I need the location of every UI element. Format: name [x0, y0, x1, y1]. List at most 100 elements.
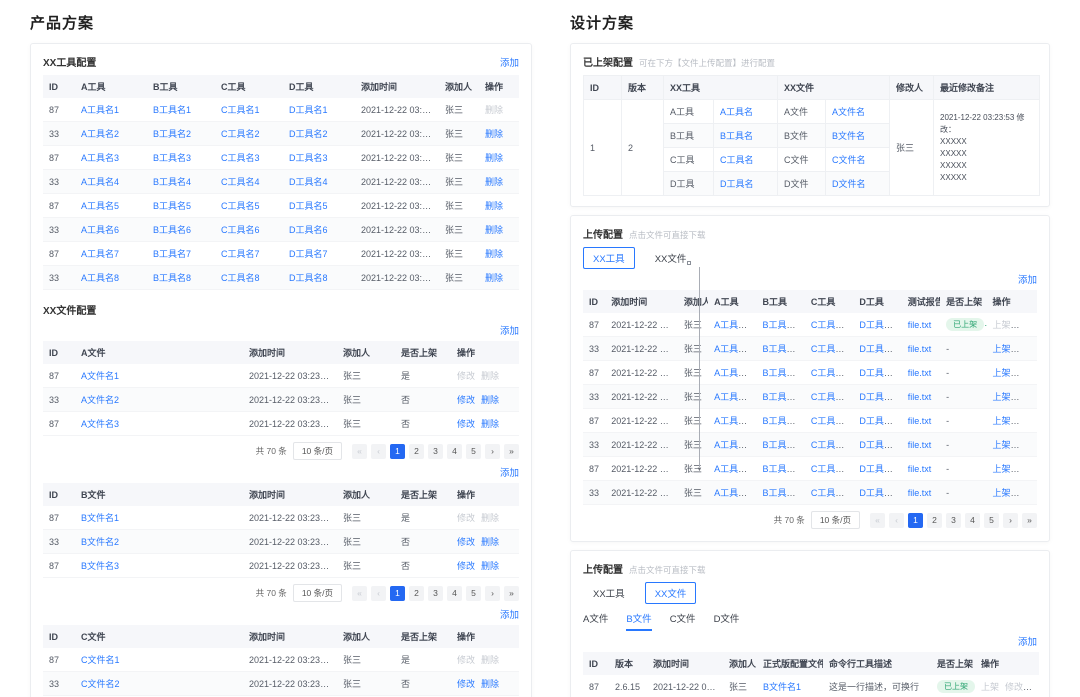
- pagination-last-button[interactable]: »: [1022, 512, 1037, 528]
- tool-name-link[interactable]: B工具名7: [762, 464, 801, 475]
- pagination-next-button[interactable]: ›: [485, 585, 500, 601]
- modify-link[interactable]: 修改: [457, 395, 476, 405]
- delete-link[interactable]: 删除: [481, 537, 500, 547]
- tool-name-link[interactable]: D工具名1: [859, 320, 898, 331]
- tool-name-link[interactable]: D工具名8: [289, 273, 328, 283]
- pagination-prev-button[interactable]: ‹: [889, 512, 904, 528]
- tool-name-link[interactable]: A工具名2: [81, 129, 120, 139]
- tool-name-link[interactable]: A工具名3: [81, 153, 120, 163]
- tool-name-link[interactable]: B工具名5: [153, 201, 192, 211]
- tool-name-link[interactable]: C工具名7: [810, 464, 850, 475]
- delete-link[interactable]: 删除: [481, 679, 500, 689]
- file-name-link[interactable]: C文件名2: [81, 679, 120, 689]
- file-name-link[interactable]: A文件名3: [81, 419, 120, 429]
- pagination-page-button[interactable]: 5: [466, 443, 481, 459]
- tool-name-link[interactable]: D工具名6: [859, 440, 898, 451]
- tool-name-link[interactable]: D工具名7: [289, 249, 328, 259]
- file-name-link[interactable]: B文件名2: [81, 537, 120, 547]
- delete-link[interactable]: 删除: [481, 419, 500, 429]
- tool-name-link[interactable]: A工具名6: [81, 225, 120, 235]
- tool-name-link[interactable]: C工具名1: [810, 320, 850, 331]
- tool-name-link[interactable]: A工具名7: [714, 464, 753, 475]
- tool-name-link[interactable]: C工具名2: [810, 344, 850, 355]
- tool-name-link[interactable]: A工具名8: [714, 488, 753, 499]
- upload-tools-add-link[interactable]: 添加: [1017, 275, 1037, 286]
- report-file-link[interactable]: file.txt: [907, 319, 932, 330]
- list-link[interactable]: 上架: [992, 488, 1011, 499]
- tool-name-link[interactable]: A工具名5: [714, 416, 753, 427]
- tool-name-link[interactable]: B工具名3: [153, 153, 192, 163]
- tab-xx-tools[interactable]: XX工具: [583, 247, 635, 269]
- tab-xx-tools-2[interactable]: XX工具: [593, 589, 625, 601]
- modify-link[interactable]: 修改: [457, 561, 476, 571]
- page-size-select[interactable]: 10 条/页: [292, 584, 342, 602]
- pagination-page-button[interactable]: 4: [447, 443, 462, 459]
- report-file-link[interactable]: file.txt: [907, 391, 932, 402]
- tool-name-link[interactable]: C工具名6: [221, 225, 260, 235]
- tool-name-link[interactable]: D工具名3: [289, 153, 328, 163]
- tool-name-link[interactable]: D工具名5: [289, 201, 328, 211]
- tool-name-link[interactable]: A工具名2: [714, 344, 753, 355]
- tool-name-link[interactable]: A工具名5: [81, 201, 120, 211]
- report-file-link[interactable]: file.txt: [907, 343, 932, 354]
- pagination-page-button[interactable]: 1: [908, 512, 923, 528]
- delete-link[interactable]: 删除: [485, 273, 504, 283]
- config-file-link[interactable]: B文件名1: [763, 682, 802, 693]
- tool-name-link[interactable]: A工具名6: [714, 440, 753, 451]
- modify-link[interactable]: 修改: [457, 419, 476, 429]
- delete-link[interactable]: 删除: [485, 129, 504, 139]
- pagination-first-button[interactable]: «: [352, 443, 367, 459]
- delete-link[interactable]: 删除: [485, 249, 504, 259]
- delete-link[interactable]: 删除: [481, 561, 500, 571]
- report-file-link[interactable]: file.txt: [907, 367, 932, 378]
- file-name-link[interactable]: B文件名: [832, 131, 866, 141]
- list-link[interactable]: 上架: [992, 464, 1011, 475]
- tab-xx-files[interactable]: XX文件: [645, 247, 702, 269]
- tool-name-link[interactable]: C工具名4: [221, 177, 260, 187]
- tool-name-link[interactable]: C工具名3: [810, 368, 850, 379]
- report-file-link[interactable]: file.txt: [907, 415, 932, 426]
- file-add-link[interactable]: 添加: [499, 468, 519, 479]
- page-size-select[interactable]: 10 条/页: [810, 511, 860, 530]
- file-name-link[interactable]: D文件名: [832, 179, 866, 189]
- modify-link[interactable]: 修改: [1005, 682, 1024, 693]
- tool-name-link[interactable]: D工具名6: [289, 225, 328, 235]
- tool-name-link[interactable]: B工具名6: [762, 440, 801, 451]
- delete-link[interactable]: 删除: [481, 655, 500, 665]
- tool-name-link[interactable]: D工具名: [720, 179, 754, 189]
- modify-link[interactable]: 修改: [457, 679, 476, 689]
- tool-name-link[interactable]: A工具名3: [714, 368, 753, 379]
- tool-name-link[interactable]: A工具名8: [81, 273, 120, 283]
- file-name-link[interactable]: A文件名1: [81, 371, 120, 381]
- modify-link[interactable]: 修改: [457, 371, 476, 381]
- tool-name-link[interactable]: C工具名2: [221, 129, 260, 139]
- pagination-page-button[interactable]: 3: [428, 443, 443, 459]
- tool-name-link[interactable]: A工具名1: [81, 105, 120, 115]
- tool-name-link[interactable]: C工具名1: [221, 105, 260, 115]
- tool-name-link[interactable]: A工具名1: [714, 320, 753, 331]
- tool-name-link[interactable]: D工具名4: [859, 392, 898, 403]
- tool-name-link[interactable]: B工具名5: [762, 416, 801, 427]
- tool-add-link[interactable]: 添加: [499, 57, 519, 69]
- modify-link[interactable]: 修改: [457, 537, 476, 547]
- delete-link[interactable]: 删除: [481, 513, 500, 523]
- file-name-link[interactable]: A文件名: [832, 107, 866, 117]
- pagination-last-button[interactable]: »: [504, 585, 519, 601]
- pagination-prev-button[interactable]: ‹: [371, 443, 386, 459]
- pagination-page-button[interactable]: 3: [946, 512, 961, 528]
- file-name-link[interactable]: A文件名2: [81, 395, 120, 405]
- file-name-link[interactable]: C文件名: [832, 155, 866, 165]
- file-add-link[interactable]: 添加: [499, 610, 519, 621]
- pagination-page-button[interactable]: 4: [447, 585, 462, 601]
- tool-name-link[interactable]: B工具名2: [762, 344, 801, 355]
- delete-link[interactable]: 删除: [485, 153, 504, 163]
- pagination-next-button[interactable]: ›: [485, 443, 500, 459]
- tool-name-link[interactable]: C工具名3: [221, 153, 260, 163]
- tool-name-link[interactable]: A工具名: [720, 107, 754, 117]
- page-size-select[interactable]: 10 条/页: [292, 442, 342, 460]
- tool-name-link[interactable]: D工具名5: [859, 416, 898, 427]
- list-link[interactable]: 上架: [992, 344, 1011, 355]
- tool-name-link[interactable]: D工具名1: [289, 105, 328, 115]
- delete-link[interactable]: 删除: [485, 105, 504, 115]
- subtab-a-file[interactable]: A文件: [583, 614, 609, 626]
